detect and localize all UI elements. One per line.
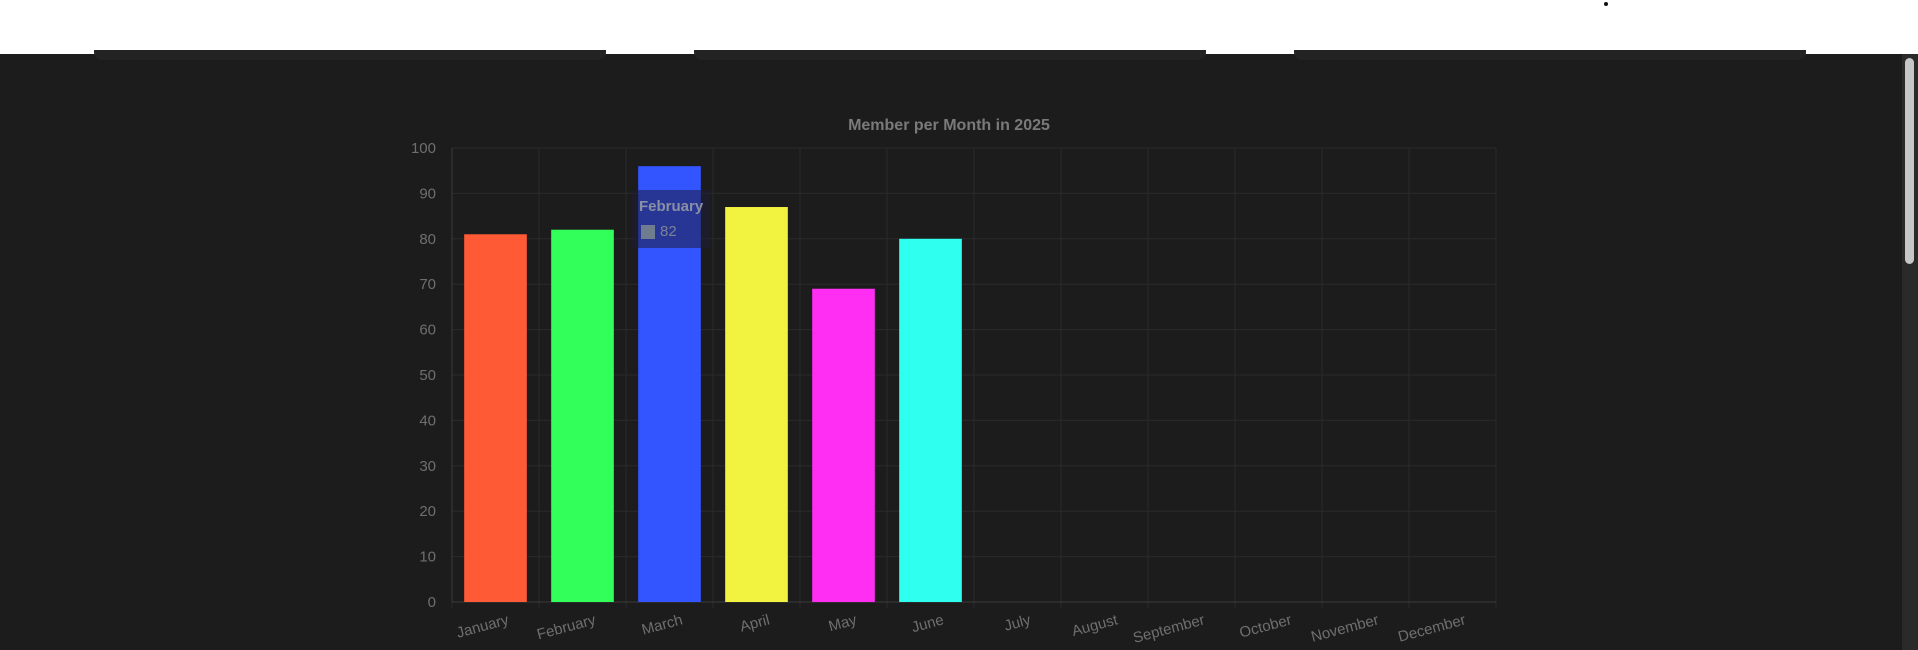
card-bottom-edge-2 xyxy=(694,50,1206,60)
tooltip-label: February xyxy=(639,198,704,215)
chart-title: Member per Month in 2025 xyxy=(848,117,1050,134)
bar-may[interactable] xyxy=(812,288,875,602)
y-tick-label: 90 xyxy=(419,185,436,202)
y-tick-label: 20 xyxy=(419,503,436,520)
y-tick-label: 60 xyxy=(419,322,436,339)
y-tick-label: 40 xyxy=(419,412,436,429)
bar-june[interactable] xyxy=(899,238,962,603)
bar-february[interactable] xyxy=(551,229,614,602)
card-bottom-edge-3 xyxy=(1294,50,1806,60)
y-tick-label: 10 xyxy=(419,549,436,566)
chart-tooltip: February 82 xyxy=(632,190,710,248)
x-tick-label: July xyxy=(1002,611,1033,634)
x-tick-label: June xyxy=(910,611,946,636)
y-tick-label: 0 xyxy=(428,594,436,611)
tooltip-value: 82 xyxy=(660,223,677,240)
y-tick-label: 30 xyxy=(419,458,436,475)
x-tick-label: December xyxy=(1396,611,1467,645)
x-tick-label: October xyxy=(1238,611,1294,641)
x-tick-label: January xyxy=(455,611,511,641)
x-tick-label: April xyxy=(738,611,771,635)
x-tick-label: November xyxy=(1309,611,1380,645)
x-tick-label: May xyxy=(827,611,859,635)
x-tick-label: September xyxy=(1131,611,1206,646)
dot-marker xyxy=(1604,2,1608,6)
top-bar xyxy=(0,0,1918,54)
bar-chart: Member per Month in 2025 0 10 20 30 40 50 60 70… xyxy=(411,117,1497,647)
x-tick-label: August xyxy=(1070,611,1120,640)
bar-april[interactable] xyxy=(725,207,788,602)
x-tick-label: March xyxy=(640,611,685,638)
x-tick-label: February xyxy=(535,611,598,643)
bar-january[interactable] xyxy=(464,234,527,602)
tooltip-color-swatch xyxy=(641,225,655,239)
y-tick-label: 70 xyxy=(419,276,436,293)
y-tick-label: 50 xyxy=(419,367,436,384)
y-tick-label: 100 xyxy=(411,140,436,157)
y-tick-label: 80 xyxy=(419,231,436,248)
scrollbar-thumb[interactable] xyxy=(1905,58,1914,264)
card-bottom-edge-1 xyxy=(94,50,606,60)
